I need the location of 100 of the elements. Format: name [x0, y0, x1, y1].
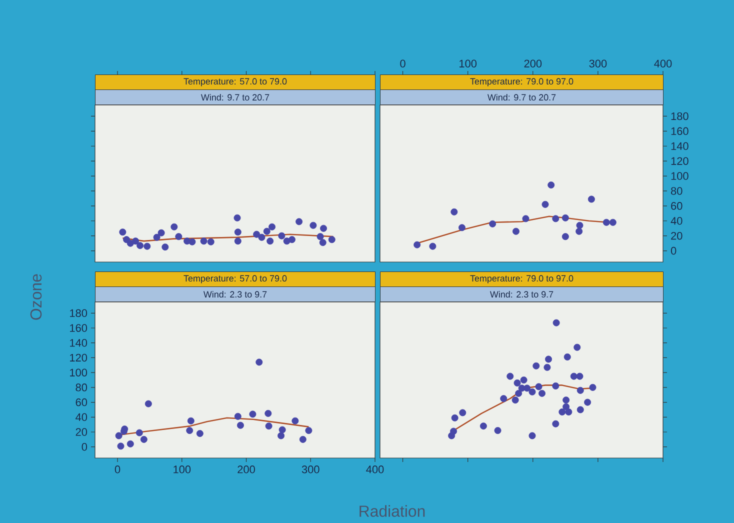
point — [266, 238, 274, 245]
point — [494, 427, 502, 434]
point — [136, 429, 143, 436]
point — [126, 440, 134, 448]
point — [535, 383, 542, 390]
point — [520, 376, 528, 384]
point — [236, 422, 244, 429]
point — [196, 430, 204, 437]
x-tick-label: 0 — [114, 466, 120, 474]
point — [544, 364, 551, 371]
x-tick-label: 200 — [238, 466, 255, 474]
point — [299, 436, 306, 443]
x-tick-label: 300 — [302, 466, 320, 474]
point — [450, 208, 458, 216]
chart-title: Temperature: 79.0 to 97.0 — [470, 275, 574, 284]
point — [175, 233, 182, 240]
point — [500, 395, 508, 402]
point — [515, 390, 522, 397]
point — [576, 372, 584, 380]
point — [170, 223, 178, 230]
x-tick-label: 100 — [174, 466, 191, 474]
point — [258, 234, 266, 241]
y-tick-label: 120 — [70, 354, 88, 362]
point — [207, 238, 214, 246]
point — [115, 432, 122, 440]
point — [253, 230, 260, 238]
point — [153, 234, 160, 241]
y-tick-label: 60 — [76, 398, 88, 406]
point — [589, 384, 596, 391]
point — [305, 427, 312, 434]
y-tick-label: 0 — [670, 246, 676, 255]
point — [562, 233, 569, 240]
point — [319, 239, 326, 246]
y-axis-title: Ozone — [30, 274, 42, 320]
point — [528, 388, 536, 396]
point — [542, 200, 549, 208]
point — [584, 398, 592, 406]
point — [144, 242, 151, 250]
point — [414, 241, 421, 248]
point — [288, 236, 296, 244]
point — [548, 182, 555, 188]
point — [558, 408, 566, 416]
point — [310, 222, 317, 229]
point — [265, 422, 272, 430]
point — [158, 229, 165, 236]
point — [292, 417, 299, 424]
point — [574, 344, 581, 351]
point — [489, 220, 496, 228]
point — [552, 319, 560, 326]
y-tick-label: 160 — [70, 324, 88, 332]
x-tick-label: 0 — [400, 60, 406, 68]
point — [522, 215, 530, 222]
x-axis-title: Radiation — [360, 505, 425, 517]
y-tick-label: 20 — [76, 428, 88, 436]
y-tick-label: 40 — [76, 413, 88, 422]
y-tick-label: 120 — [671, 157, 688, 165]
chart-subtitle: Wind: 9.7 to 20.7 — [487, 94, 556, 101]
point — [234, 412, 242, 420]
point — [514, 379, 521, 386]
point — [459, 409, 466, 416]
point — [132, 238, 140, 245]
point — [602, 218, 610, 226]
point — [576, 406, 584, 414]
point — [144, 400, 152, 408]
x-tick-label: 200 — [524, 60, 542, 68]
point — [117, 442, 124, 450]
chart-subtitle: Wind: 9.7 to 20.7 — [200, 94, 270, 101]
chart-title: Temperature: 57.0 to 79.0 — [184, 275, 287, 284]
point — [119, 228, 126, 236]
point — [552, 382, 560, 390]
y-tick-label: 140 — [70, 338, 88, 347]
point — [552, 215, 560, 222]
point — [328, 236, 336, 244]
point — [264, 410, 272, 417]
point — [278, 432, 285, 440]
point — [162, 244, 169, 251]
point — [565, 408, 572, 416]
y-tick-label: 20 — [671, 232, 682, 240]
y-tick-label: 80 — [671, 187, 682, 195]
y-tick-label: 40 — [670, 217, 682, 225]
point — [552, 420, 560, 428]
y-tick-label: 100 — [70, 368, 88, 376]
point — [140, 436, 148, 443]
point — [576, 228, 583, 235]
point — [429, 242, 436, 250]
chart-subtitle: Wind: 2.3 to 9.7 — [203, 290, 267, 298]
point — [451, 414, 458, 422]
point — [576, 222, 584, 229]
y-tick-label: 140 — [671, 142, 688, 150]
point — [256, 358, 263, 366]
point — [528, 432, 536, 440]
point — [562, 396, 570, 404]
x-tick-label: 300 — [589, 60, 607, 68]
x-tick-label: 400 — [366, 466, 384, 474]
point — [588, 196, 595, 203]
point — [263, 228, 270, 235]
point — [278, 426, 286, 434]
point — [512, 228, 520, 235]
point — [188, 238, 196, 246]
point — [564, 353, 571, 360]
